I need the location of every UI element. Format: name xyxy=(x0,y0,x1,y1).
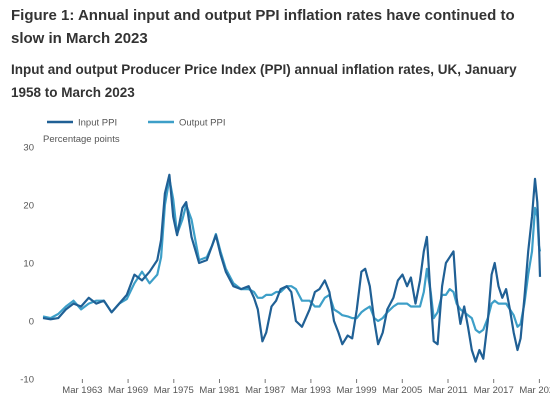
y-tick-label: 20 xyxy=(23,201,34,212)
y-axis-label: Percentage points xyxy=(43,134,120,145)
x-tick-label: Mar 1975 xyxy=(154,385,194,396)
y-tick-label: 30 xyxy=(23,143,34,154)
legend-label: Output PPI xyxy=(179,118,225,129)
x-tick-label: Mar 1963 xyxy=(62,385,102,396)
x-tick-label: Mar 1987 xyxy=(245,385,285,396)
x-axis-ticks: Mar 1963 Mar 1969 Mar 1975 Mar 1981 Mar 1987… xyxy=(62,379,550,396)
x-tick-label: Mar 1969 xyxy=(108,385,148,396)
series-lines xyxy=(42,173,542,363)
figure-title: Figure 1: Annual input and output PPI in… xyxy=(11,7,515,47)
x-tick-label: Mar 2005 xyxy=(382,385,422,396)
series-line-input-ppi xyxy=(42,173,542,363)
x-tick-label: Mar 2017 xyxy=(474,385,514,396)
y-tick-label: 10 xyxy=(23,259,34,270)
x-tick-label: Mar 1999 xyxy=(337,385,377,396)
y-tick-label: -10 xyxy=(20,375,34,386)
x-tick-label: Mar 2023 xyxy=(519,385,550,396)
x-tick-label: Mar 1981 xyxy=(199,385,239,396)
x-tick-label: Mar 2011 xyxy=(428,385,467,396)
x-tick-label: Mar 1993 xyxy=(291,385,331,396)
y-tick-label: 0 xyxy=(29,317,34,328)
legend-label: Input PPI xyxy=(78,118,117,129)
chart-legend: Input PPI Output PPI xyxy=(47,118,225,129)
title-block: Figure 1: Annual input and output PPI in… xyxy=(11,4,541,104)
chart-subtitle: Input and output Producer Price Index (P… xyxy=(11,62,517,100)
y-axis-ticks: -10 0 10 20 30 xyxy=(20,143,34,386)
